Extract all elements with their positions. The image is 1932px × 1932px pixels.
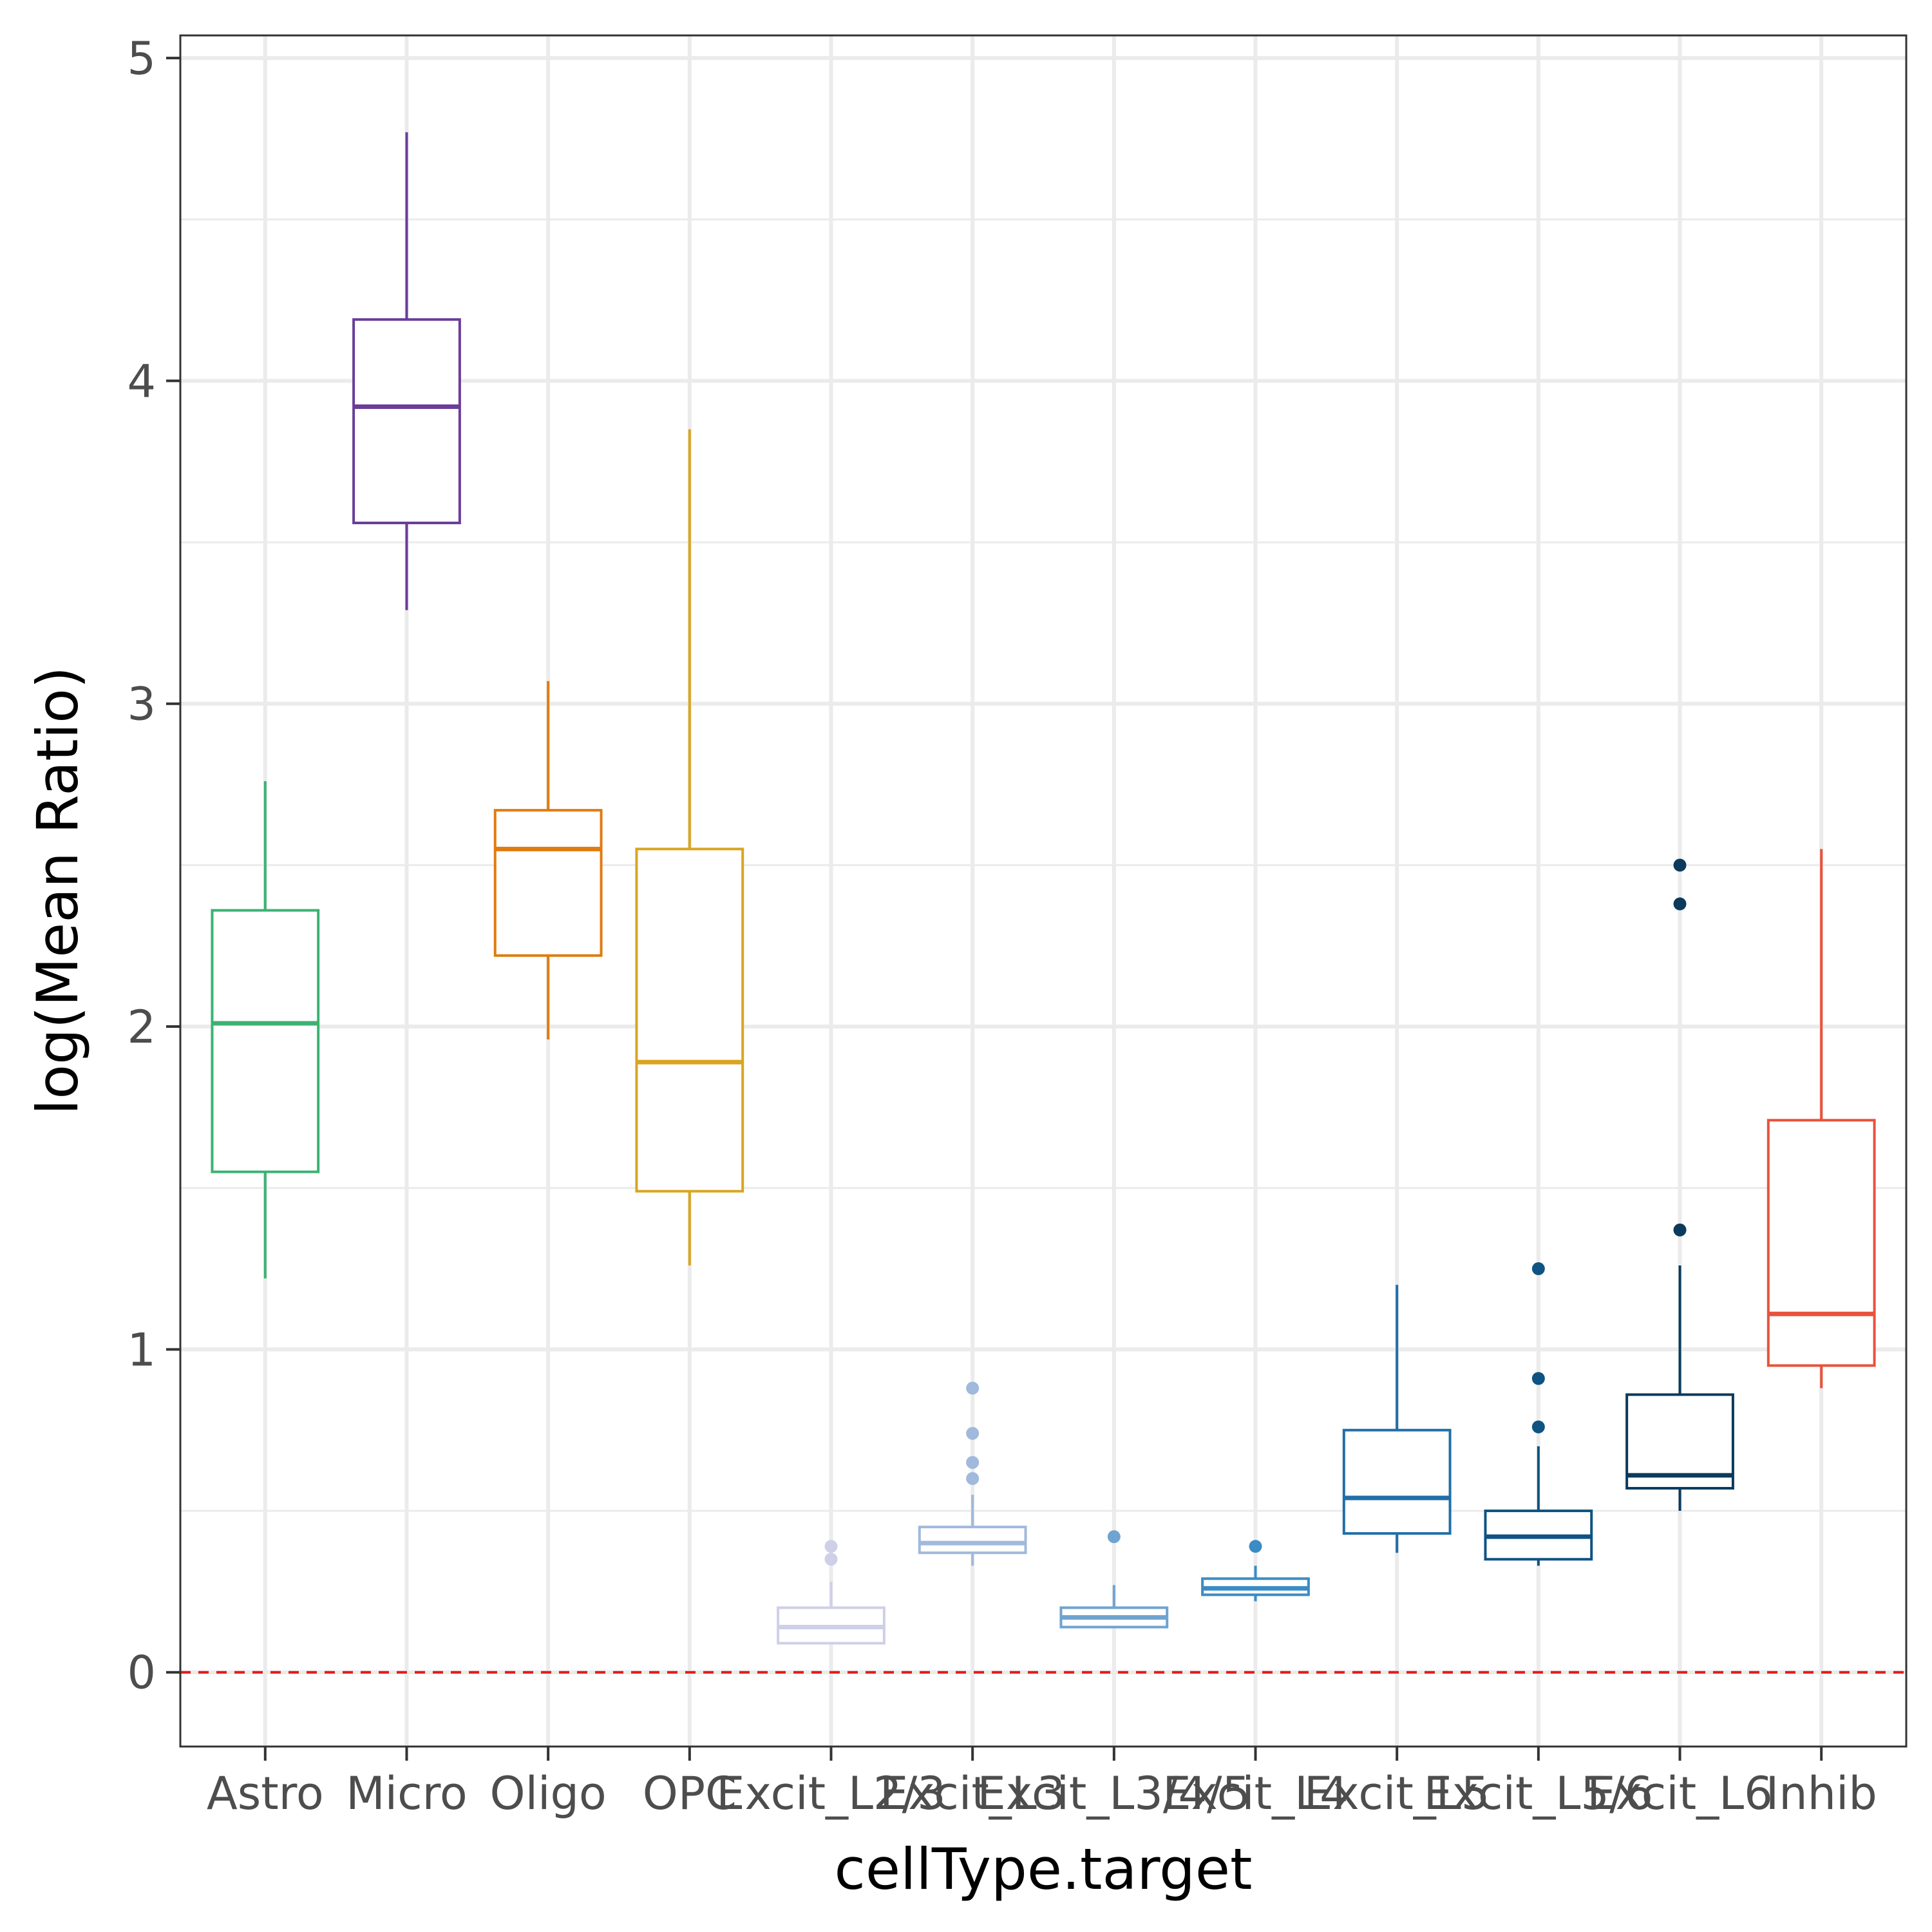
y-tick-label: 3 (127, 678, 156, 731)
x-tick-label: Excit_L5 (1304, 1767, 1490, 1820)
x-tick-label: Micro (346, 1767, 467, 1820)
box-group (1201, 1540, 1310, 1602)
outlier-point (966, 1455, 980, 1469)
outlier-point (1673, 897, 1687, 911)
box-group (1766, 849, 1876, 1388)
outlier-point (824, 1553, 838, 1566)
outlier-point (966, 1426, 980, 1440)
x-tick-label: Excit_L3 (880, 1767, 1065, 1820)
y-tick-label: 4 (127, 355, 156, 408)
y-axis-title: log(Mean Ratio) (24, 667, 91, 1115)
x-tick-label: Inhib (1766, 1767, 1877, 1820)
box-iqr (211, 909, 320, 1173)
outlier-point (1107, 1530, 1121, 1544)
x-tick-label: Excit_L6 (1587, 1767, 1772, 1820)
y-tick-label: 0 (127, 1647, 156, 1700)
box-iqr (635, 848, 744, 1193)
x-axis-title: cellType.target (834, 1836, 1252, 1902)
box-group (1059, 1530, 1169, 1629)
outlier-point (824, 1540, 838, 1553)
box-iqr (1625, 1393, 1734, 1490)
box-iqr (1342, 1428, 1452, 1535)
y-tick-label: 1 (127, 1323, 156, 1376)
outlier-point (1673, 1223, 1687, 1236)
x-tick-label: Excit_L2/3 (716, 1767, 945, 1820)
box-group (1484, 1262, 1593, 1566)
outlier-point (1249, 1540, 1262, 1553)
y-tick-label: 5 (127, 32, 156, 85)
outlier-point (1531, 1372, 1545, 1385)
box-group (1342, 1285, 1452, 1553)
outlier-point (1673, 858, 1687, 872)
box-group (918, 1381, 1027, 1566)
box-iqr (1766, 1119, 1876, 1367)
outlier-point (966, 1381, 980, 1395)
box-group (352, 132, 461, 611)
box-group (777, 1540, 886, 1645)
boxes-layer (211, 132, 1876, 1645)
x-tick-label: Excit_L5/6 (1424, 1767, 1653, 1820)
outlier-point (1531, 1262, 1545, 1276)
x-tick-label: Oligo (490, 1767, 607, 1820)
x-tick-label: OPC (643, 1767, 737, 1820)
x-tick-label: Astro (207, 1767, 324, 1820)
outlier-point (1531, 1420, 1545, 1434)
box-iqr (352, 318, 461, 524)
y-tick-label: 2 (127, 1001, 156, 1054)
box-group (1625, 858, 1734, 1511)
box-group (211, 781, 320, 1279)
outlier-point (966, 1472, 980, 1485)
box-iqr (493, 809, 603, 957)
panel-border (179, 34, 1908, 1748)
box-iqr (918, 1526, 1027, 1555)
box-group (635, 429, 744, 1266)
x-tick-label: Excit_L3/4/5 (978, 1767, 1251, 1820)
box-group (493, 681, 603, 1040)
x-tick-label: Excit_L4 (1162, 1767, 1348, 1820)
